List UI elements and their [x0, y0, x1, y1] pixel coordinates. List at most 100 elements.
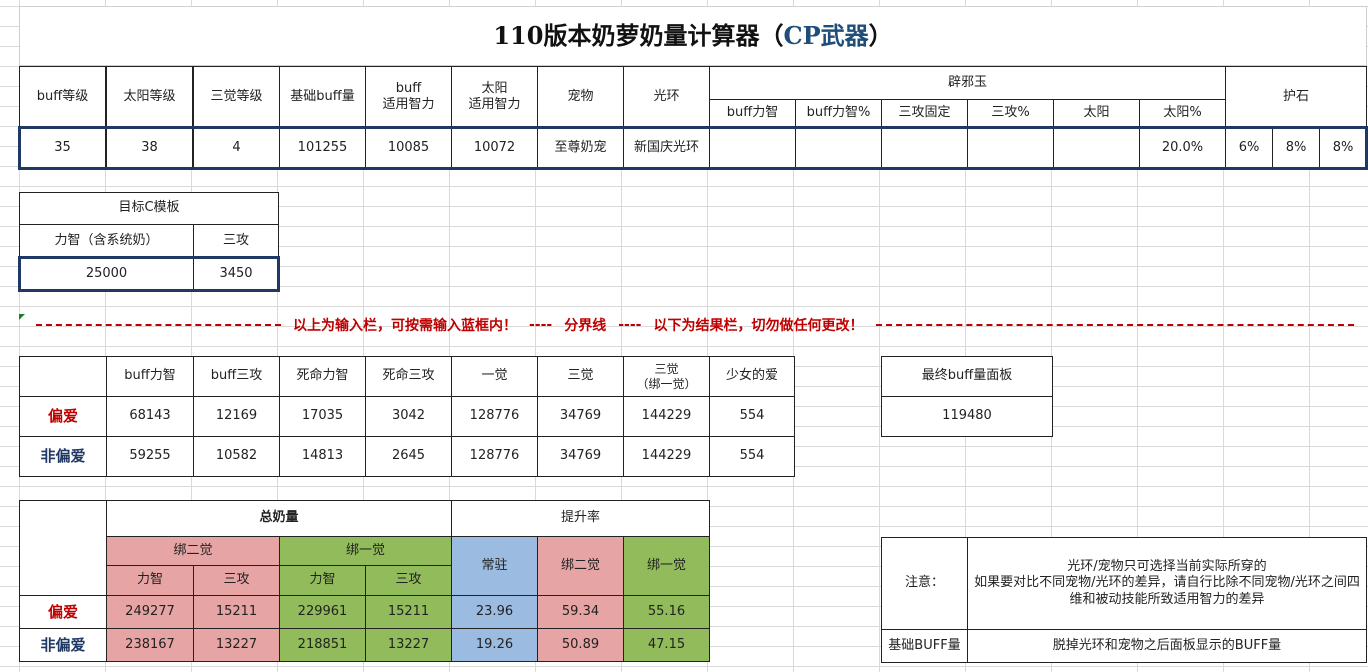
input-base-buff[interactable]: 101255: [279, 128, 366, 168]
header-sun-int: 太阳 适用智力: [451, 66, 538, 128]
input-pet[interactable]: 至尊奶宠: [537, 128, 624, 168]
results-cell: 2645: [365, 436, 452, 477]
results-cell: 34769: [537, 396, 624, 437]
results-row-label-favor: 偏爱: [19, 396, 107, 437]
header-buff-int: buff 适用智力: [365, 66, 452, 128]
final-buff-value: 119480: [881, 396, 1053, 437]
input-pixie-4[interactable]: [1053, 128, 1140, 168]
header-pixie: 辟邪玉: [709, 66, 1226, 100]
pixie-sub-2: 三攻固定: [881, 99, 968, 128]
total-bind1-stat: 力智: [279, 565, 366, 596]
input-pixie-1[interactable]: [795, 128, 882, 168]
total-cell: 238167: [106, 628, 194, 662]
dash-right: [875, 324, 1354, 326]
cell-marker: [19, 314, 25, 320]
results-cell: 144229: [623, 396, 710, 437]
final-buff-label: 最终buff量面板: [881, 356, 1053, 397]
total-cell: 218851: [279, 628, 366, 662]
title-end: ）: [868, 21, 893, 50]
header-stone: 护石: [1225, 66, 1367, 128]
input-sun-int[interactable]: 10072: [451, 128, 538, 168]
dash-left: [36, 324, 281, 326]
title-cp: CP武器: [783, 21, 869, 50]
rate-col-bind2: 绑二觉: [537, 536, 624, 596]
target-stat-input[interactable]: 25000: [19, 258, 194, 291]
note-text: 光环/宠物只可选择当前实际所穿的 如果要对比不同宠物/光环的差异，请自行比除不同…: [967, 537, 1367, 630]
input-buff-level[interactable]: 35: [19, 128, 106, 168]
results-cell: 14813: [279, 436, 366, 477]
results-header-0: buff力智: [106, 356, 194, 397]
title-main: 110版本奶萝奶量计算器（: [493, 21, 784, 50]
input-pixie-5[interactable]: 20.0%: [1139, 128, 1226, 168]
target-header-atk: 三攻: [193, 224, 279, 258]
pixie-sub-5: 太阳%: [1139, 99, 1226, 128]
pixie-sub-0: buff力智: [709, 99, 796, 128]
target-header-stat: 力智（含系统奶）: [19, 224, 194, 258]
header-buff-level: buff等级: [19, 66, 106, 128]
rate-cell: 47.15: [623, 628, 710, 662]
results-cell: 17035: [279, 396, 366, 437]
total-bind1-atk: 三攻: [365, 565, 452, 596]
total-bind2-stat: 力智: [106, 565, 194, 596]
results-header-6: 三觉 （绑一觉）: [623, 356, 710, 397]
results-cell: 34769: [537, 436, 624, 477]
input-stone-2[interactable]: 8%: [1319, 128, 1367, 168]
input-stone-0[interactable]: 6%: [1225, 128, 1273, 168]
results-cell: 128776: [451, 396, 538, 437]
results-row-label-nonfavor: 非偏爱: [19, 436, 107, 477]
results-corner: [19, 356, 107, 397]
total-corner: [19, 500, 107, 596]
results-cell: 128776: [451, 436, 538, 477]
results-cell: 68143: [106, 396, 194, 437]
header-base-buff: 基础buff量: [279, 66, 366, 128]
input-stone-1[interactable]: 8%: [1272, 128, 1320, 168]
divider-middle-text: 分界线: [564, 318, 607, 334]
rate-cell: 19.26: [451, 628, 538, 662]
rate-col-resident: 常驻: [451, 536, 538, 596]
input-pixie-0[interactable]: [709, 128, 796, 168]
results-header-7: 少女的爱: [709, 356, 795, 397]
results-header-1: buff三攻: [193, 356, 280, 397]
results-header-2: 死命力智: [279, 356, 366, 397]
header-awaken3-level: 三觉等级: [193, 66, 280, 128]
note-label: 注意：: [881, 537, 968, 630]
base-buff-text: 脱掉光环和宠物之后面板显示的BUFF量: [967, 629, 1367, 663]
results-cell: 554: [709, 436, 795, 477]
results-cell: 12169: [193, 396, 280, 437]
input-halo[interactable]: 新国庆光环: [623, 128, 710, 168]
divider-dashes-2: ----: [618, 317, 642, 333]
total-row-label-nonfavor: 非偏爱: [19, 628, 107, 662]
input-sun-level[interactable]: 38: [106, 128, 193, 168]
rate-cell: 23.96: [451, 595, 538, 629]
input-awaken3-level[interactable]: 4: [193, 128, 280, 168]
pixie-sub-1: buff力智%: [795, 99, 882, 128]
header-sun-level: 太阳等级: [106, 66, 193, 128]
total-cell: 15211: [193, 595, 280, 629]
input-pixie-3[interactable]: [967, 128, 1054, 168]
results-cell: 59255: [106, 436, 194, 477]
rate-col-bind1: 绑一觉: [623, 536, 710, 596]
rate-header: 提升率: [451, 500, 710, 537]
rate-cell: 55.16: [623, 595, 710, 629]
header-halo: 光环: [623, 66, 710, 128]
results-header-3: 死命三攻: [365, 356, 452, 397]
page-title: 110版本奶萝奶量计算器（ CP武器）: [19, 6, 1367, 66]
target-title: 目标C模板: [19, 192, 279, 225]
target-atk-input[interactable]: 3450: [193, 258, 279, 291]
divider-dashes-1: ----: [529, 317, 553, 333]
pixie-sub-3: 三攻%: [967, 99, 1054, 128]
rate-cell: 50.89: [537, 628, 624, 662]
total-cell: 13227: [365, 628, 452, 662]
input-pixie-2[interactable]: [881, 128, 968, 168]
results-header-4: 一觉: [451, 356, 538, 397]
total-row-label-favor: 偏爱: [19, 595, 107, 629]
total-bind1-header: 绑一觉: [279, 536, 452, 566]
results-header-5: 三觉: [537, 356, 624, 397]
total-bind2-header: 绑二觉: [106, 536, 280, 566]
total-cell: 229961: [279, 595, 366, 629]
total-cell: 15211: [365, 595, 452, 629]
header-pet: 宠物: [537, 66, 624, 128]
input-buff-int[interactable]: 10085: [365, 128, 452, 168]
total-cell: 13227: [193, 628, 280, 662]
rate-cell: 59.34: [537, 595, 624, 629]
